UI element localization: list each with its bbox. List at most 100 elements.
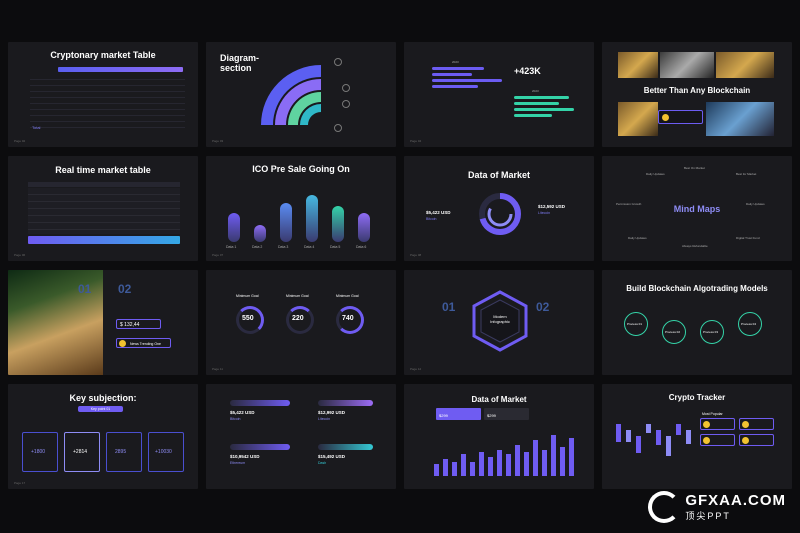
slide-market-table[interactable]: Cryptonary market Table Total Page 02 bbox=[8, 42, 198, 147]
slide-ico-presale[interactable]: ICO Pre Sale Going On Data 1 Data 2 Data 3… bbox=[206, 156, 396, 261]
coin-icon bbox=[119, 340, 126, 347]
slide-title: Real time market table bbox=[55, 165, 151, 175]
table-total: Total bbox=[32, 125, 41, 130]
price-label: Bitcoin bbox=[230, 417, 241, 421]
goal-label: Minimum Goal bbox=[286, 294, 309, 298]
page-number: Page 17 bbox=[14, 481, 26, 485]
ico-bar bbox=[228, 213, 240, 242]
price-label: Litecoin bbox=[318, 417, 331, 421]
right-value: $12,592 USD bbox=[538, 204, 566, 209]
coin-photo bbox=[8, 270, 103, 375]
page-number: Page 04 bbox=[410, 139, 422, 143]
stat-value: $299 bbox=[487, 413, 496, 418]
table-header bbox=[28, 182, 180, 187]
slide-bar-stats[interactable]: 2023 +423K 2023 Page 04 bbox=[404, 42, 594, 147]
chart-photo bbox=[706, 102, 774, 136]
slide-algotrading[interactable]: Build Blockchain Algotrading Models Proc… bbox=[602, 270, 792, 375]
market-bar bbox=[560, 447, 565, 476]
slide-title: Key subjection: bbox=[69, 393, 137, 403]
watermark: GFXAA.COM 顶尖PPT bbox=[648, 491, 786, 523]
donut-chart bbox=[479, 193, 521, 235]
price-value: $10,9542 USD bbox=[230, 454, 260, 459]
slide-title: Build Blockchain Algotrading Models bbox=[626, 284, 768, 293]
process-label: Process 02 bbox=[665, 330, 681, 334]
stat-card: $299 bbox=[436, 408, 481, 420]
price-slider bbox=[318, 400, 373, 406]
slide-title: Data of Market bbox=[471, 395, 527, 404]
market-bar bbox=[524, 452, 529, 476]
info-card bbox=[658, 110, 703, 124]
key-card-value: +1800 bbox=[31, 449, 46, 455]
ico-bar-label: Data 6 bbox=[356, 245, 367, 249]
slide-key-subjection[interactable]: Key subjection: Key point 01 +1800 +2814… bbox=[8, 384, 198, 489]
gfxaa-logo-icon bbox=[648, 491, 681, 523]
slide-realtime-table[interactable]: Real time market table Page 06 bbox=[8, 156, 198, 261]
slide-goals[interactable]: Minimum Goal Minimum Goal Minimum Goal 5… bbox=[206, 270, 396, 375]
candle bbox=[666, 436, 671, 456]
slide-price-sliders[interactable]: $5,422 USD Bitcoin $12,992 USD Litecoin … bbox=[206, 384, 396, 489]
market-bar bbox=[569, 438, 574, 476]
piggy-photo bbox=[660, 52, 714, 78]
slide-news[interactable]: 01 02 $ 132,44 News Trending One bbox=[8, 270, 198, 375]
watermark-text: GFXAA.COM 顶尖PPT bbox=[685, 492, 786, 522]
stat-value: $299 bbox=[439, 413, 448, 418]
bar bbox=[432, 85, 478, 88]
bar bbox=[514, 108, 574, 111]
ico-bar bbox=[254, 225, 266, 242]
bar bbox=[514, 114, 552, 117]
page-number: Page 02 bbox=[14, 139, 26, 143]
process-label: Process 01 bbox=[627, 322, 643, 326]
badge-label: News Trending One bbox=[130, 341, 161, 346]
slide-title: Crypto Tracker bbox=[668, 393, 726, 402]
watermark-sub: 顶尖PPT bbox=[685, 511, 731, 521]
goal-value: 550 bbox=[242, 315, 254, 322]
watermark-brand: GFXAA.COM bbox=[685, 492, 786, 509]
number-01: 01 bbox=[442, 300, 456, 314]
number-01: 01 bbox=[78, 282, 92, 296]
slide-crypto-tracker[interactable]: Crypto Tracker Most Popular bbox=[602, 384, 792, 489]
price-slider bbox=[230, 400, 290, 406]
process-circle bbox=[700, 320, 724, 344]
key-tag: Key point 01 bbox=[78, 406, 123, 412]
slide-diagram-section[interactable]: Diagram- section Page 03 bbox=[206, 42, 396, 147]
left-label: Bitcoin bbox=[426, 217, 437, 221]
metric-value: +423K bbox=[514, 66, 541, 76]
year-label: 2023 bbox=[532, 89, 539, 93]
goal-value: 740 bbox=[342, 315, 354, 322]
key-card: +10030 bbox=[148, 432, 184, 472]
goal-label: Minimum Goal bbox=[336, 294, 359, 298]
section-heading: Most Popular bbox=[702, 412, 723, 416]
coin-icon bbox=[703, 437, 710, 444]
coin-icon bbox=[662, 114, 669, 121]
coin-card bbox=[739, 434, 774, 446]
ico-bar bbox=[280, 203, 292, 242]
goal-label: Minimum Goal bbox=[236, 294, 259, 298]
node: Best On Market bbox=[684, 166, 705, 170]
key-card: +2814 bbox=[64, 432, 100, 472]
arc-diagram bbox=[261, 65, 321, 125]
slide-title: Diagram- section bbox=[220, 53, 260, 73]
slide-market-donut[interactable]: Data of Market $5,422 USD Bitcoin $12,59… bbox=[404, 156, 594, 261]
coin-photo bbox=[618, 52, 658, 78]
candle bbox=[656, 430, 661, 445]
bar bbox=[514, 102, 559, 105]
slides-grid: Cryptonary market Table Total Page 02 Di… bbox=[8, 42, 792, 492]
slide-mind-maps[interactable]: Mind Maps Daily Updates Best On Market B… bbox=[602, 156, 792, 261]
candle bbox=[646, 424, 651, 433]
node: Digital Trust Fund bbox=[736, 236, 760, 240]
key-card-value: +10030 bbox=[155, 449, 172, 455]
number-02: 02 bbox=[536, 300, 550, 314]
process-label: Process 03 bbox=[703, 330, 719, 334]
page-number: Page 06 bbox=[14, 253, 26, 257]
hexagon-label: Modern Infographic bbox=[490, 314, 510, 324]
slide-infographic[interactable]: 01 02 Modern Infographic Page 12 bbox=[404, 270, 594, 375]
slide-title: Data of Market bbox=[467, 170, 530, 180]
slide-market-bars[interactable]: Data of Market $299 $299 bbox=[404, 384, 594, 489]
page-number: Page 08 bbox=[410, 253, 422, 257]
price-value: $12,992 USD bbox=[318, 410, 346, 415]
key-card-value: 2895 bbox=[115, 449, 127, 455]
slide-better-blockchain[interactable]: Better Than Any Blockchain bbox=[602, 42, 792, 147]
process-circle bbox=[624, 312, 648, 336]
price-label: Dash bbox=[318, 461, 327, 465]
ico-bar-label: Data 1 bbox=[226, 245, 237, 249]
